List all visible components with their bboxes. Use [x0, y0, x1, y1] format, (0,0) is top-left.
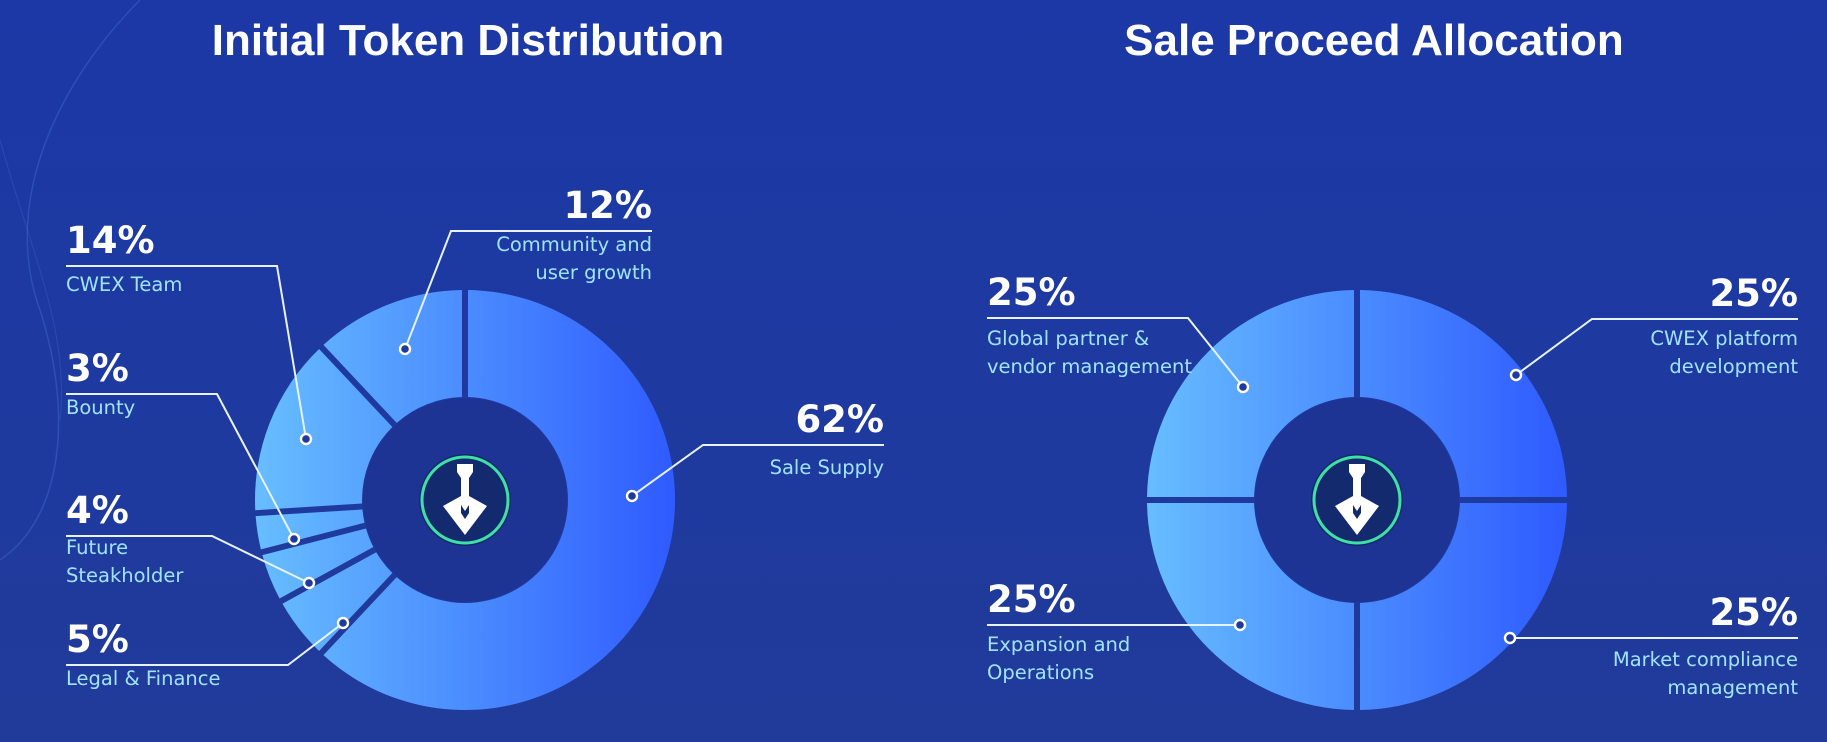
sale-proceed-allocation-chart: Sale Proceed Allocation 25% CWEX platform… [987, 16, 1798, 710]
shovel-shield-icon [443, 464, 487, 535]
slice-sale-supply [323, 290, 675, 711]
callout-cwex-team: 14% CWEX Team [66, 219, 313, 446]
callout-market-compliance-management: 25% Market compliance management [1503, 591, 1798, 699]
slice-label: Steakholder [66, 564, 184, 587]
logo-badge [1311, 454, 1403, 546]
slice-label: Sale Supply [770, 456, 884, 479]
shovel-shield-icon [1335, 464, 1379, 535]
callouts: 62% Sale Supply 5% Legal & Finance 4% Future S… [66, 184, 884, 690]
slice-cwex-team [255, 348, 393, 511]
slice-future-steakholder [262, 528, 374, 599]
decorative-curve [0, 0, 141, 561]
donut-slices [1147, 290, 1567, 710]
leader-dot [1233, 618, 1247, 632]
percent-label: 3% [66, 347, 129, 390]
slice-label: Operations [987, 661, 1094, 684]
leader-line [66, 393, 295, 540]
chart-title: Sale Proceed Allocation [1124, 16, 1624, 65]
initial-token-distribution-chart: Initial Token Distribution 62% Sale Suppl… [66, 16, 884, 711]
callout-community-and-user-growth: 12% Community and user growth [398, 184, 652, 356]
slice-global-partner-vendor-management [1147, 290, 1355, 498]
percent-label: 62% [795, 398, 884, 441]
slice-community-and-user-growth [323, 290, 463, 423]
slice-label: Bounty [66, 396, 135, 419]
leader-dot [302, 576, 316, 590]
callout-future-steakholder: 4% Future Steakholder [66, 489, 316, 590]
slice-label: CWEX Team [66, 273, 182, 296]
leader-dot [336, 616, 350, 630]
leader-dot [625, 489, 639, 503]
logo-ring [420, 455, 510, 545]
logo-badge [419, 454, 511, 546]
chart-title: Initial Token Distribution [212, 16, 725, 65]
percent-label: 25% [1709, 591, 1798, 634]
slice-legal-finance [282, 552, 393, 652]
percent-label: 4% [66, 489, 129, 532]
percent-label: 25% [1709, 272, 1798, 315]
slice-label: Community and [496, 233, 652, 256]
callout-legal-finance: 5% Legal & Finance [66, 616, 350, 690]
slice-expansion-and-operations [1147, 502, 1355, 710]
slice-label: management [1667, 676, 1798, 699]
leader-line [66, 535, 310, 584]
slice-label: Future [66, 536, 128, 559]
percent-label: 25% [987, 271, 1076, 314]
leader-line [1515, 318, 1798, 376]
leader-dot [287, 532, 301, 546]
slice-label: Expansion and [987, 633, 1130, 656]
slice-market-compliance-management [1359, 502, 1567, 710]
leader-line [66, 622, 344, 666]
percent-label: 14% [66, 219, 155, 262]
slice-label: Market compliance [1613, 648, 1798, 671]
percent-label: 5% [66, 618, 129, 661]
slice-label: Global partner & [987, 327, 1149, 350]
leader-dot [398, 342, 412, 356]
slice-label: Legal & Finance [66, 667, 220, 690]
leader-line [404, 230, 652, 350]
callouts: 25% CWEX platform development 25% Market com… [987, 271, 1798, 699]
leader-line [66, 265, 307, 440]
percent-label: 25% [987, 578, 1076, 621]
slice-label: CWEX platform [1650, 327, 1798, 350]
callout-cwex-platform-development: 25% CWEX platform development [1509, 272, 1798, 382]
callout-global-partner-vendor-management: 25% Global partner & vendor management [987, 271, 1250, 394]
slice-label: user growth [535, 261, 652, 284]
slice-label: development [1669, 355, 1798, 378]
leader-dot [1509, 368, 1523, 382]
leader-dot [1236, 380, 1250, 394]
callout-sale-supply: 62% Sale Supply [625, 398, 884, 503]
slice-label: vendor management [987, 355, 1192, 378]
donut-slices [255, 290, 675, 711]
decorative-curve-2 [0, 139, 63, 421]
leader-line [987, 317, 1244, 388]
slice-cwex-platform-development [1359, 290, 1567, 498]
callout-bounty: 3% Bounty [66, 347, 301, 546]
leader-line [631, 444, 884, 497]
leader-dot [1503, 631, 1517, 645]
leader-dot [299, 432, 313, 446]
callout-expansion-and-operations: 25% Expansion and Operations [987, 578, 1247, 684]
logo-ring [1312, 455, 1402, 545]
percent-label: 12% [563, 184, 652, 227]
